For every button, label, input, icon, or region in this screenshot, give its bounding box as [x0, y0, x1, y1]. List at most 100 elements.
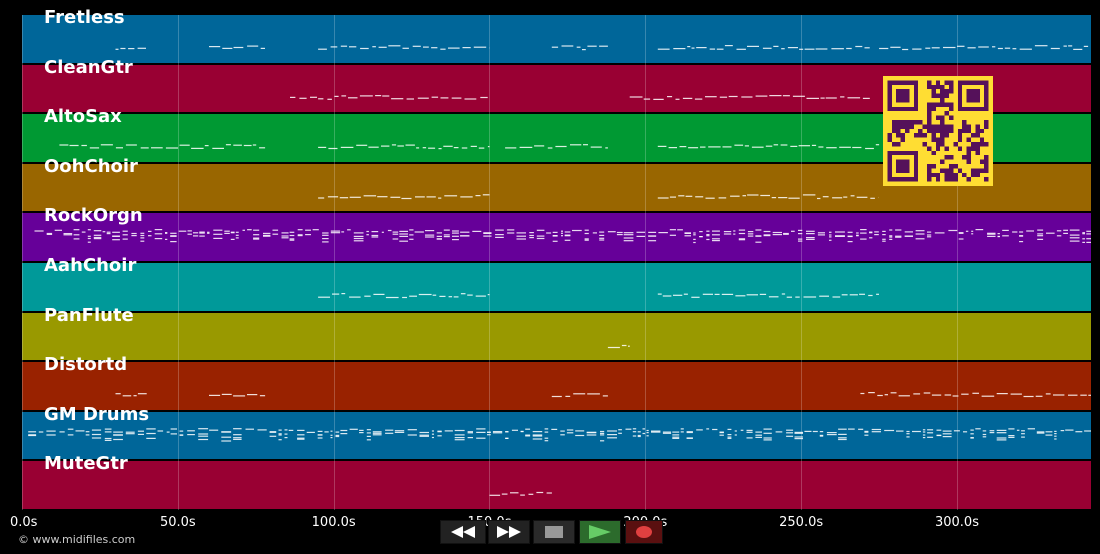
- track-lane-rockorgn[interactable]: [22, 213, 1091, 263]
- midi-note: [838, 436, 847, 439]
- midi-note: [366, 438, 371, 441]
- midi-note: [1027, 427, 1035, 430]
- midi-note: [1054, 430, 1057, 432]
- midi-note: [1045, 430, 1053, 433]
- midi-note: [927, 231, 932, 234]
- midi-note: [967, 47, 976, 49]
- midi-note: [113, 438, 123, 440]
- qr-module: [922, 142, 927, 147]
- record-button[interactable]: [625, 520, 663, 544]
- midi-note: [829, 234, 832, 236]
- midi-note: [417, 97, 429, 99]
- midi-note: [87, 229, 91, 231]
- qr-module: [927, 124, 932, 129]
- midi-note: [364, 295, 371, 297]
- midi-note: [170, 241, 177, 243]
- qr-module: [984, 168, 989, 173]
- midi-note: [855, 45, 863, 48]
- qr-module: [927, 177, 932, 182]
- midi-note: [414, 231, 424, 233]
- midi-note: [546, 492, 552, 494]
- midi-note: [317, 434, 323, 436]
- track-lane-fretless[interactable]: [22, 15, 1091, 65]
- midi-note: [607, 436, 617, 439]
- track-lane-mutegtr[interactable]: [22, 461, 1091, 511]
- midi-note: [432, 294, 437, 296]
- midi-note: [811, 144, 817, 147]
- midi-note: [263, 235, 271, 237]
- midi-note: [495, 229, 504, 232]
- qr-module: [931, 137, 936, 142]
- midi-note: [67, 428, 74, 430]
- qr-module: [935, 177, 941, 182]
- stop-button[interactable]: [533, 520, 575, 544]
- midi-note: [667, 95, 673, 97]
- midi-note: [198, 427, 209, 430]
- midi-note: [131, 235, 137, 237]
- midi-note: [1086, 242, 1091, 244]
- midi-note: [685, 195, 693, 197]
- midi-note: [564, 235, 571, 237]
- qr-module: [944, 89, 949, 94]
- qr-module: [927, 120, 932, 125]
- midi-note: [534, 145, 545, 147]
- midi-note: [696, 429, 703, 431]
- midi-note: [436, 232, 442, 234]
- midi-note: [771, 196, 777, 198]
- track-lane-distortd[interactable]: [22, 362, 1091, 412]
- midi-note: [942, 430, 952, 432]
- midi-note: [712, 238, 720, 240]
- midi-note: [187, 233, 192, 236]
- qr-module: [940, 142, 945, 147]
- qr-module: [896, 89, 901, 94]
- midi-note: [931, 47, 940, 49]
- midi-note: [799, 48, 804, 50]
- midi-note: [913, 393, 921, 395]
- qr-module: [887, 137, 892, 142]
- play-button[interactable]: [579, 520, 621, 544]
- qr-module: [962, 80, 967, 85]
- track-label: Fretless: [44, 7, 125, 28]
- qr-module: [984, 89, 989, 94]
- midi-note: [829, 232, 832, 234]
- midi-note: [328, 148, 338, 150]
- midi-note: [520, 494, 525, 497]
- midi-note: [875, 144, 880, 146]
- qr-module: [984, 98, 989, 103]
- qr-module: [931, 124, 936, 129]
- midi-note: [230, 239, 235, 241]
- tick-label: 50.0s: [159, 515, 196, 530]
- midi-note: [691, 296, 700, 298]
- qr-module: [975, 146, 980, 151]
- midi-note: [714, 293, 720, 295]
- midi-note: [895, 236, 902, 239]
- midi-note: [794, 431, 803, 433]
- midi-note: [680, 431, 684, 433]
- rewind-button[interactable]: [440, 520, 486, 544]
- midi-note: [965, 231, 969, 233]
- qr-module: [984, 102, 989, 107]
- midi-note: [253, 238, 260, 241]
- midi-note: [607, 231, 616, 233]
- fast-forward-button[interactable]: [488, 520, 530, 544]
- midi-note: [1082, 238, 1085, 240]
- track-lane-aahchoir[interactable]: [22, 263, 1091, 313]
- midi-note: [882, 234, 886, 236]
- qr-code[interactable]: [883, 76, 993, 186]
- midi-note: [864, 434, 869, 436]
- midi-note: [297, 437, 305, 439]
- midi-note: [178, 230, 187, 233]
- track-lane-gm-drums[interactable]: [22, 411, 1091, 462]
- midi-note: [763, 234, 771, 236]
- qr-module: [957, 84, 963, 90]
- qr-module: [966, 106, 971, 112]
- qr-module: [900, 177, 905, 182]
- midi-note: [798, 233, 803, 235]
- midi-note: [347, 229, 351, 231]
- qr-module: [896, 98, 901, 103]
- midi-note: [599, 238, 605, 240]
- qr-module: [953, 142, 958, 147]
- track-lane-panflute[interactable]: [22, 312, 1091, 363]
- qr-module: [966, 98, 971, 103]
- midi-note: [906, 436, 910, 438]
